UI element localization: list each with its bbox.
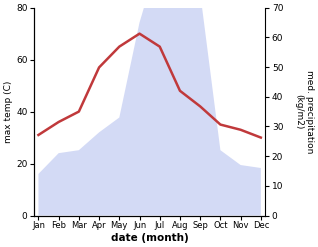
Y-axis label: med. precipitation
(kg/m2): med. precipitation (kg/m2) (294, 70, 314, 153)
X-axis label: date (month): date (month) (111, 233, 189, 243)
Y-axis label: max temp (C): max temp (C) (4, 80, 13, 143)
